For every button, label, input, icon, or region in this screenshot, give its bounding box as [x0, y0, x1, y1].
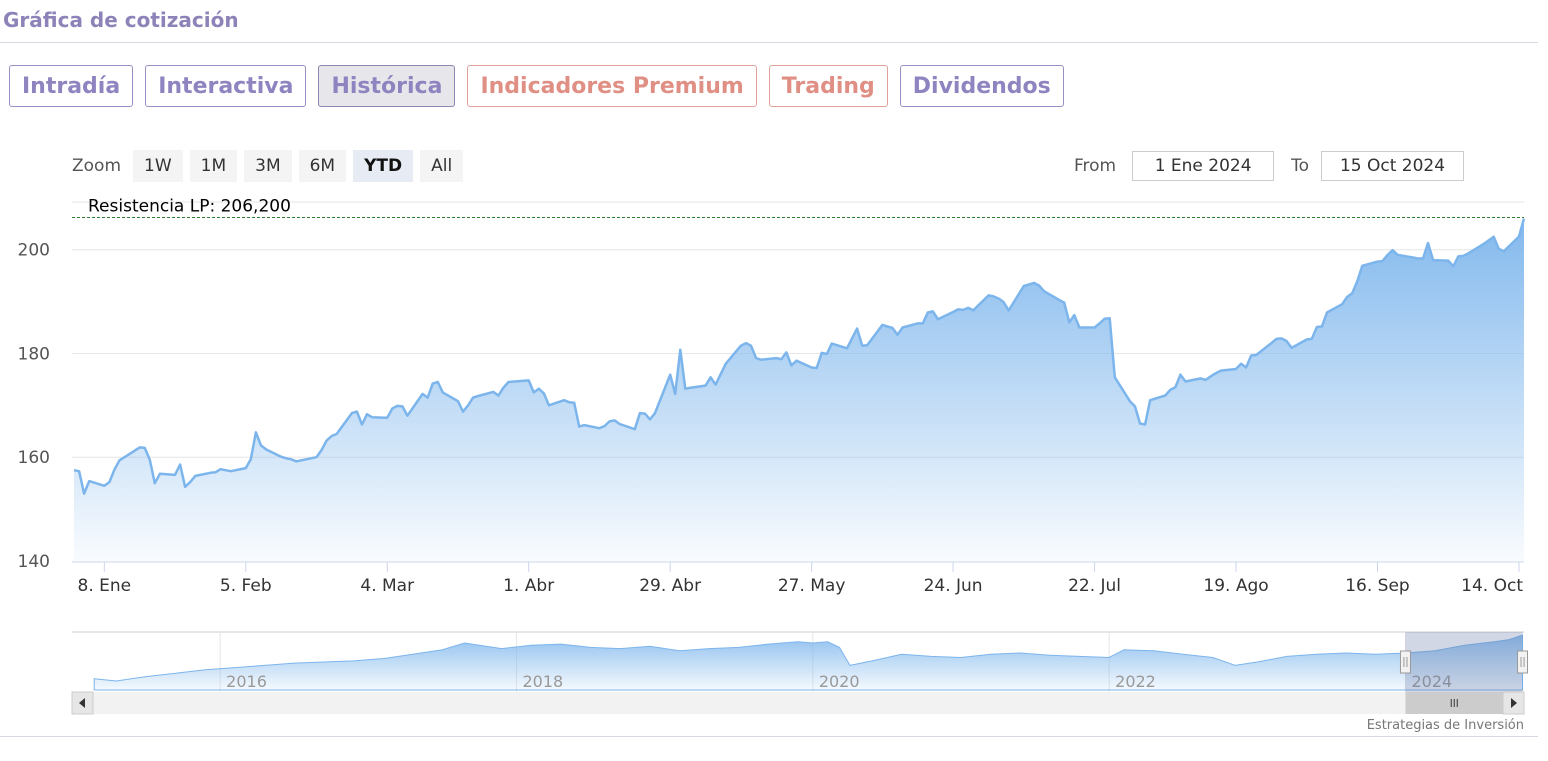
navigator-left-handle[interactable] — [1399, 650, 1411, 674]
date-range: From 1 Ene 2024 To 15 Oct 2024 — [1074, 151, 1465, 181]
to-date-input[interactable]: 15 Oct 2024 — [1321, 151, 1465, 181]
x-tick-label: 27. May — [778, 576, 846, 596]
resistance-label: Resistencia LP: 206,200 — [88, 197, 291, 217]
navigator-area — [93, 634, 1523, 691]
tab-intradia[interactable]: Intradía — [9, 65, 134, 107]
y-axis-labels: 140 160 180 200 — [18, 241, 50, 572]
x-tick-label: 1. Abr — [503, 576, 554, 596]
x-tick-label: 14. Oct — [1461, 576, 1523, 596]
handle-icon[interactable] — [1517, 650, 1529, 674]
tab-trading[interactable]: Trading — [768, 65, 888, 107]
x-tick-label: 8. Ene — [78, 576, 132, 596]
from-date-input[interactable]: 1 Ene 2024 — [1132, 151, 1275, 181]
zoom-label: Zoom — [72, 156, 122, 176]
navigator-grid — [219, 632, 1406, 692]
scrollbar-track[interactable] — [72, 692, 1524, 714]
scroll-right-button[interactable] — [1502, 691, 1525, 715]
zoom-all-button[interactable]: All — [420, 150, 464, 182]
price-line — [73, 218, 1526, 495]
scroll-left-button[interactable] — [71, 691, 94, 715]
divider — [0, 42, 1538, 43]
chart-tabs: Intradía Interactiva Histórica Indicador… — [9, 65, 1064, 107]
scrollbar-thumb[interactable] — [1405, 692, 1503, 714]
divider — [0, 736, 1538, 737]
y-tick-label: 140 — [18, 552, 50, 572]
navigator-selection[interactable] — [1405, 632, 1523, 692]
x-axis-ticks: 8. Ene 5. Feb 4. Mar 1. Abr 29. Abr 27. May 24… — [78, 562, 1523, 596]
y-tick-label: 180 — [18, 344, 50, 364]
x-tick-label: 16. Sep — [1345, 576, 1409, 596]
from-label: From — [1074, 156, 1117, 176]
x-tick-label: 29. Abr — [639, 576, 701, 596]
navigator-year-label: 2024 — [1411, 672, 1452, 691]
to-label: To — [1291, 156, 1310, 176]
tab-historica[interactable]: Histórica — [318, 65, 456, 107]
x-tick-label: 4. Mar — [360, 576, 414, 596]
x-tick-label: 19. Ago — [1203, 576, 1268, 596]
navigator-year-labels: 2016 2018 2020 2022 2024 — [226, 672, 1452, 691]
tab-indicadores-premium[interactable]: Indicadores Premium — [467, 65, 757, 107]
zoom-6m-button[interactable]: 6M — [298, 150, 347, 182]
zoom-1w-button[interactable]: 1W — [133, 150, 183, 182]
grid-lines — [72, 249, 1524, 458]
grip-icon — [1450, 699, 1458, 707]
y-tick-label: 160 — [18, 448, 50, 468]
zoom-1m-button[interactable]: 1M — [189, 150, 238, 182]
navigator-year-label: 2020 — [819, 672, 860, 691]
page-title: Gráfica de cotización — [3, 8, 239, 32]
navigator-bg — [72, 632, 1524, 692]
navigator[interactable]: 2016 2018 2020 2022 2024 — [72, 631, 1529, 692]
tab-dividendos[interactable]: Dividendos — [899, 65, 1064, 107]
price-area — [74, 218, 1524, 561]
arrow-right-icon — [1511, 698, 1517, 708]
x-tick-label: 24. Jun — [924, 576, 983, 596]
zoom-3m-button[interactable]: 3M — [244, 150, 292, 182]
scrollbar[interactable] — [71, 691, 1525, 715]
arrow-left-icon — [79, 698, 85, 708]
zoom-ytd-button[interactable]: YTD — [353, 150, 414, 182]
x-tick-label: 22. Jul — [1068, 576, 1121, 596]
navigator-year-label: 2018 — [522, 672, 563, 691]
handle-icon[interactable] — [1399, 650, 1411, 674]
y-tick-label: 200 — [18, 241, 50, 261]
navigator-year-label: 2022 — [1115, 672, 1156, 691]
navigator-right-handle[interactable] — [1517, 650, 1529, 674]
credits-label: Estrategias de Inversión — [1367, 718, 1524, 733]
zoom-selector: Zoom 1W 1M 3M 6M YTD All — [72, 150, 464, 182]
tab-interactiva[interactable]: Interactiva — [145, 65, 307, 107]
navigator-year-label: 2016 — [226, 672, 267, 691]
x-tick-label: 5. Feb — [220, 576, 272, 596]
